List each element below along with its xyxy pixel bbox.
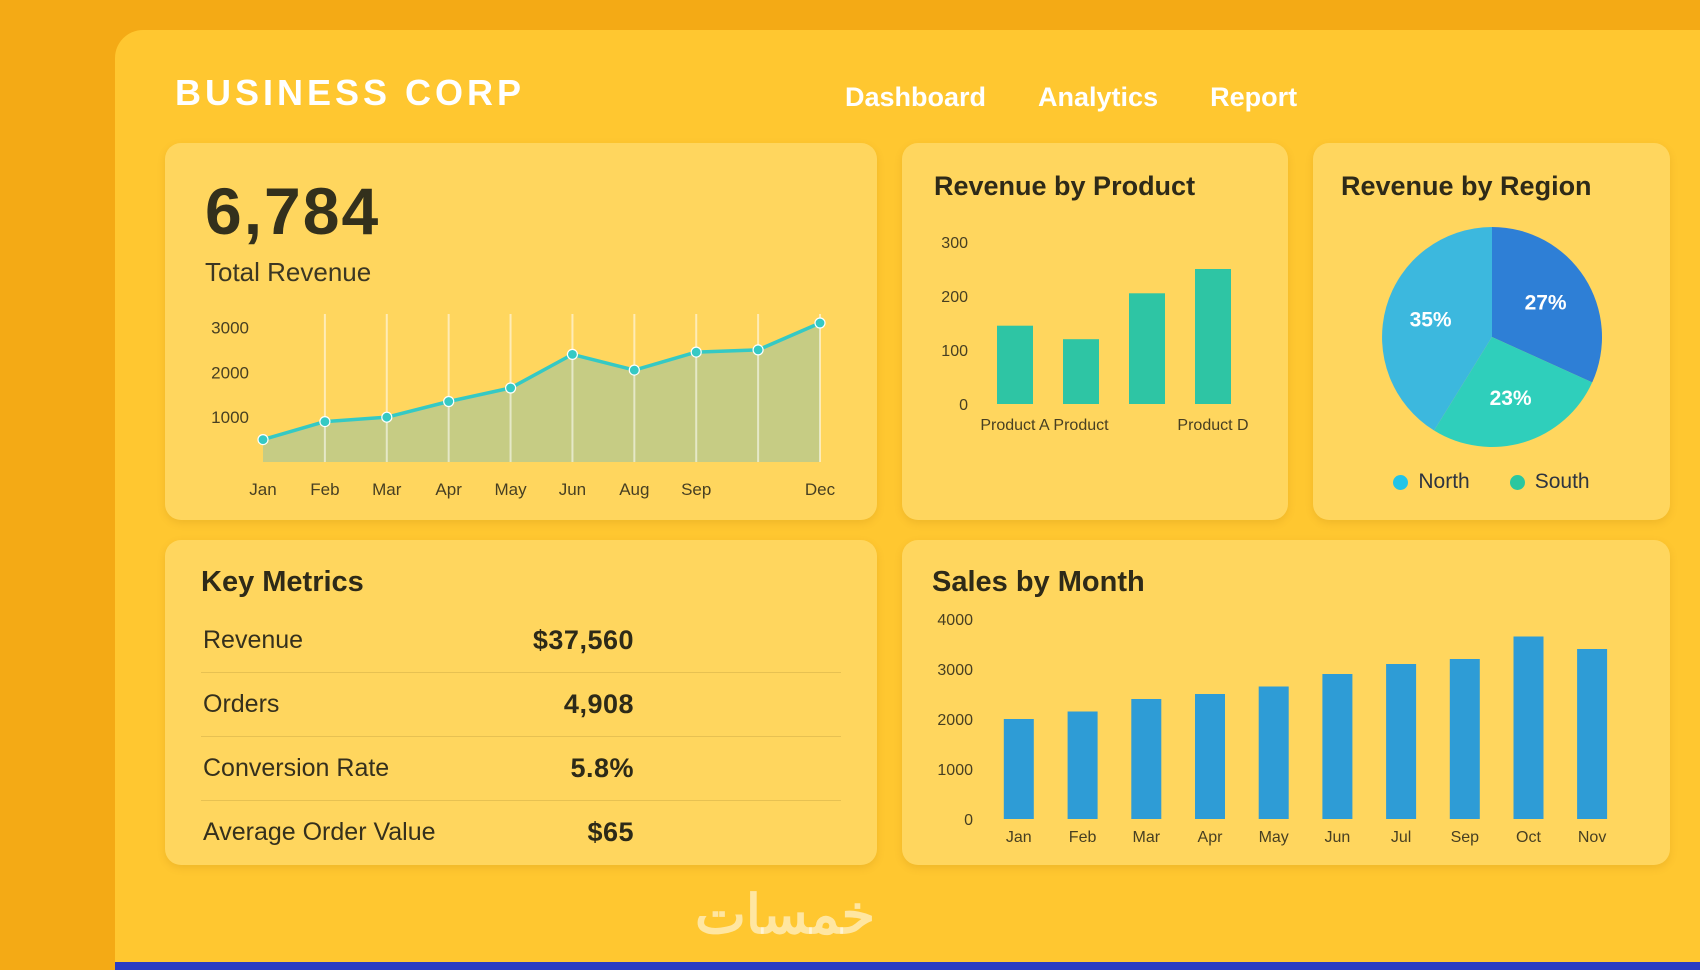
svg-text:0: 0 [959,397,968,414]
svg-text:3000: 3000 [937,662,973,679]
card-sales-by-month: Sales by Month 0 1000 2000 3000 4000 Jan Feb Ma… [902,540,1670,865]
dashboard-panel: BUSINESS CORP Dashboard Analytics Report… [115,30,1700,970]
total-revenue-value: 6,784 [205,174,381,248]
svg-text:Jan: Jan [1006,829,1032,846]
svg-text:1000: 1000 [211,408,249,427]
metric-value: $37,560 [532,625,634,655]
svg-text:Oct: Oct [1516,829,1541,846]
metric-row: Orders 4,908 [201,673,841,737]
metric-label: Conversion Rate [203,754,390,782]
legend-dot [1509,474,1525,490]
svg-text:May: May [1259,829,1289,846]
svg-text:Mar: Mar [372,480,402,499]
svg-text:Sep: Sep [681,480,711,499]
metric-label: Orders [203,690,280,718]
svg-text:100: 100 [941,343,968,360]
svg-text:Sep: Sep [1451,829,1480,846]
card-revenue-by-region: Revenue by Region 27% 23% 35% North South [1313,143,1670,520]
svg-text:2000: 2000 [937,712,973,729]
metric-value: 5.8% [570,753,634,783]
svg-text:35%: 35% [1409,309,1451,332]
svg-text:Apr: Apr [1198,829,1224,846]
nav-report[interactable]: Report [1210,82,1298,112]
nav-dashboard[interactable]: Dashboard [845,82,987,112]
svg-text:Jul: Jul [1391,829,1411,846]
legend-item: South [1509,470,1590,494]
revenue-by-product-chart: 0 100 200 300 Product A Product Product D [934,222,1256,452]
sales-by-month-title: Sales by Month [932,566,1145,598]
svg-text:Feb: Feb [1069,829,1097,846]
cards-grid: 6,784 Total Revenue 1000 2000 3000 Jan Feb Ma… [165,143,1670,865]
svg-text:Product A: Product A [980,417,1050,434]
svg-text:Aug: Aug [619,480,649,499]
card-revenue-by-product: Revenue by Product 0 100 200 300 Product A Pr… [902,143,1288,520]
sales-by-month-chart: 0 1000 2000 3000 4000 Jan Feb Mar Apr May Jun Jul Se… [932,609,1640,854]
revenue-by-region-pie: 27% 23% 35% [1341,212,1642,462]
svg-text:1000: 1000 [937,762,973,779]
svg-text:Dec: Dec [805,480,835,499]
card-total-revenue: 6,784 Total Revenue 1000 2000 3000 Jan Feb Ma… [165,143,877,520]
svg-text:Jan: Jan [249,480,276,499]
nav-analytics[interactable]: Analytics [1038,82,1159,112]
bottom-accent-strip [115,962,1700,970]
metric-row: Conversion Rate 5.8% [201,737,841,801]
svg-text:300: 300 [941,235,968,252]
metric-label: Average Order Value [203,818,436,846]
svg-text:Feb: Feb [310,480,339,499]
svg-text:3000: 3000 [211,318,249,337]
svg-text:Jun: Jun [1325,829,1351,846]
total-revenue-label: Total Revenue [205,257,372,287]
legend-item: North [1393,470,1470,494]
metric-row: Average Order Value $65 [201,801,841,864]
metric-value: 4,908 [563,689,634,719]
watermark: خمسات [695,885,876,945]
metric-value: $65 [587,817,634,847]
svg-text:200: 200 [941,289,968,306]
pie-legend: North South [1341,470,1642,494]
svg-text:Product: Product [1053,417,1109,434]
svg-text:0: 0 [964,812,973,829]
metric-row: Revenue $37,560 [201,609,841,673]
svg-text:Apr: Apr [435,480,462,499]
top-nav: Dashboard Analytics Report [845,82,1297,113]
svg-text:May: May [494,480,527,499]
page-title: BUSINESS CORP [175,72,526,113]
svg-text:27%: 27% [1524,291,1566,314]
svg-text:Jun: Jun [559,480,586,499]
revenue-by-region-title: Revenue by Region [1341,171,1592,201]
svg-text:2000: 2000 [211,363,249,382]
svg-text:4000: 4000 [937,612,973,629]
card-key-metrics: Key Metrics Revenue $37,560 Orders 4,908 Con… [165,540,877,865]
svg-text:23%: 23% [1489,387,1531,410]
svg-text:Mar: Mar [1133,829,1161,846]
legend-dot [1393,474,1409,490]
svg-text:Nov: Nov [1578,829,1606,846]
revenue-by-product-title: Revenue by Product [934,171,1196,201]
revenue-trend-chart: 1000 2000 3000 Jan Feb Mar Apr May Jun Aug Sep Dec [205,302,837,515]
key-metrics-title: Key Metrics [201,566,364,598]
key-metrics-table: Revenue $37,560 Orders 4,908 Conversion Rate… [201,609,841,864]
svg-text:Product D: Product D [1177,417,1248,434]
metric-label: Revenue [203,626,304,654]
